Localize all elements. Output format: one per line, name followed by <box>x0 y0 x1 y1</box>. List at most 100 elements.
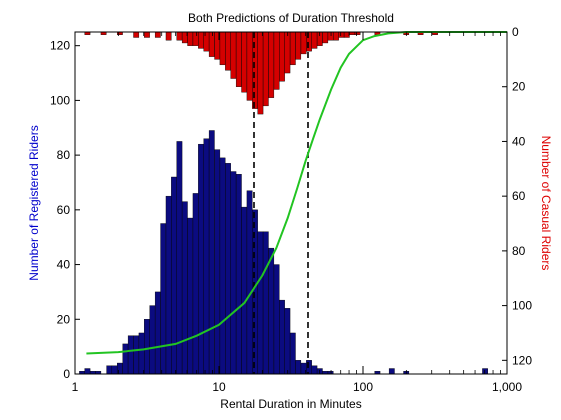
registered-bar <box>252 209 258 375</box>
registered-bar <box>268 247 275 375</box>
registered-bar <box>241 206 248 375</box>
registered-bar <box>133 335 140 375</box>
plot-area <box>75 32 507 374</box>
y-right-tick-label: 100 <box>512 299 532 313</box>
casual-bar <box>257 31 264 115</box>
registered-bar <box>279 299 285 375</box>
registered-bar <box>225 163 231 375</box>
y-left-tick-label: 100 <box>50 93 70 107</box>
casual-bar <box>262 31 269 107</box>
x-tick-label: 100 <box>353 380 373 394</box>
casual-bar <box>198 31 204 49</box>
casual-bar <box>192 31 199 46</box>
casual-bar <box>279 31 285 82</box>
y-right-tick-label: 0 <box>512 25 519 39</box>
registered-bar <box>192 193 199 375</box>
registered-bar <box>187 217 194 375</box>
right-y-axis-label: Number of Casual Riders <box>539 136 553 271</box>
registered-bar <box>111 365 118 375</box>
registered-bar <box>208 130 215 375</box>
casual-bar <box>338 31 345 38</box>
registered-bar <box>230 171 237 375</box>
registered-bar <box>144 319 150 375</box>
casual-bar <box>241 31 248 93</box>
y-right-tick-label: 120 <box>512 353 532 367</box>
registered-bar <box>284 308 291 375</box>
y-left-tick-label: 120 <box>50 39 70 53</box>
casual-bar <box>176 31 183 41</box>
y-left-tick-label: 80 <box>57 148 71 162</box>
casual-bar <box>165 31 172 41</box>
registered-bar <box>203 138 210 375</box>
registered-bar <box>181 201 188 375</box>
registered-bar <box>311 365 318 375</box>
x-axis: 1 10 100 1,000 <box>72 32 522 394</box>
registered-bar <box>154 291 161 375</box>
registered-bar <box>106 365 113 375</box>
registered-bar <box>306 360 312 375</box>
registered-bar <box>246 190 253 375</box>
casual-bar <box>311 31 318 49</box>
threshold-lines <box>253 32 309 374</box>
casual-bar <box>333 31 339 41</box>
casual-bar <box>225 31 231 71</box>
registered-bar <box>295 360 302 375</box>
registered-bar <box>122 343 129 375</box>
casual-bar <box>235 31 242 87</box>
registered-bar <box>262 231 269 375</box>
right-y-axis: 0 20 40 60 80 100 120 <box>502 25 532 367</box>
casual-bar <box>322 31 329 44</box>
y-right-tick-label: 80 <box>512 244 526 258</box>
registered-bar <box>257 231 264 375</box>
registered-bar <box>198 143 204 375</box>
x-axis-label: Rental Duration in Minutes <box>220 397 361 411</box>
y-left-tick-label: 0 <box>63 367 70 381</box>
registered-bar <box>165 195 172 375</box>
casual-bar <box>327 31 334 41</box>
registered-bar <box>219 157 226 375</box>
casual-bar <box>284 31 291 74</box>
casual-bar <box>144 31 150 38</box>
registered-bar <box>388 368 395 375</box>
casual-bar <box>268 31 275 98</box>
left-y-axis-label: Number of Registered Riders <box>27 125 41 280</box>
registered-bar <box>214 149 221 375</box>
registered-bar <box>273 264 280 375</box>
registered-bar <box>84 368 91 375</box>
y-left-tick-label: 60 <box>57 203 71 217</box>
casual-bar <box>154 31 161 38</box>
left-y-axis: 0 20 40 60 80 100 120 <box>50 39 80 381</box>
y-right-tick-label: 60 <box>512 189 526 203</box>
registered-bar <box>176 141 183 375</box>
casual-bar <box>203 31 210 52</box>
casual-bar <box>133 31 140 38</box>
casual-bar <box>289 31 296 66</box>
x-tick-label: 1,000 <box>492 380 522 394</box>
registered-bar <box>482 368 488 375</box>
plot-frame <box>74 31 508 375</box>
casual-bar <box>219 31 226 66</box>
prediction-curve <box>86 31 507 355</box>
registered-bar <box>235 174 242 375</box>
casual-bar <box>273 31 280 90</box>
registered-bar <box>127 335 134 375</box>
x-tick-label: 10 <box>212 380 226 394</box>
registered-bar <box>149 305 156 375</box>
y-left-tick-label: 40 <box>57 258 71 272</box>
registered-bar <box>160 223 167 375</box>
casual-bar <box>246 31 253 101</box>
registered-bar <box>289 332 296 375</box>
y-left-tick-label: 20 <box>57 312 71 326</box>
casual-bar <box>306 31 312 52</box>
y-right-tick-label: 20 <box>512 80 526 94</box>
casual-bar <box>252 31 258 109</box>
registered-bar <box>138 332 145 375</box>
casual-bar <box>230 31 237 79</box>
casual-bar <box>295 31 302 60</box>
casual-bar <box>208 31 215 57</box>
casual-bar <box>187 31 194 46</box>
x-tick-label: 1 <box>72 380 79 394</box>
chart-title: Both Predictions of Duration Threshold <box>188 11 394 25</box>
y-right-tick-label: 40 <box>512 134 526 148</box>
